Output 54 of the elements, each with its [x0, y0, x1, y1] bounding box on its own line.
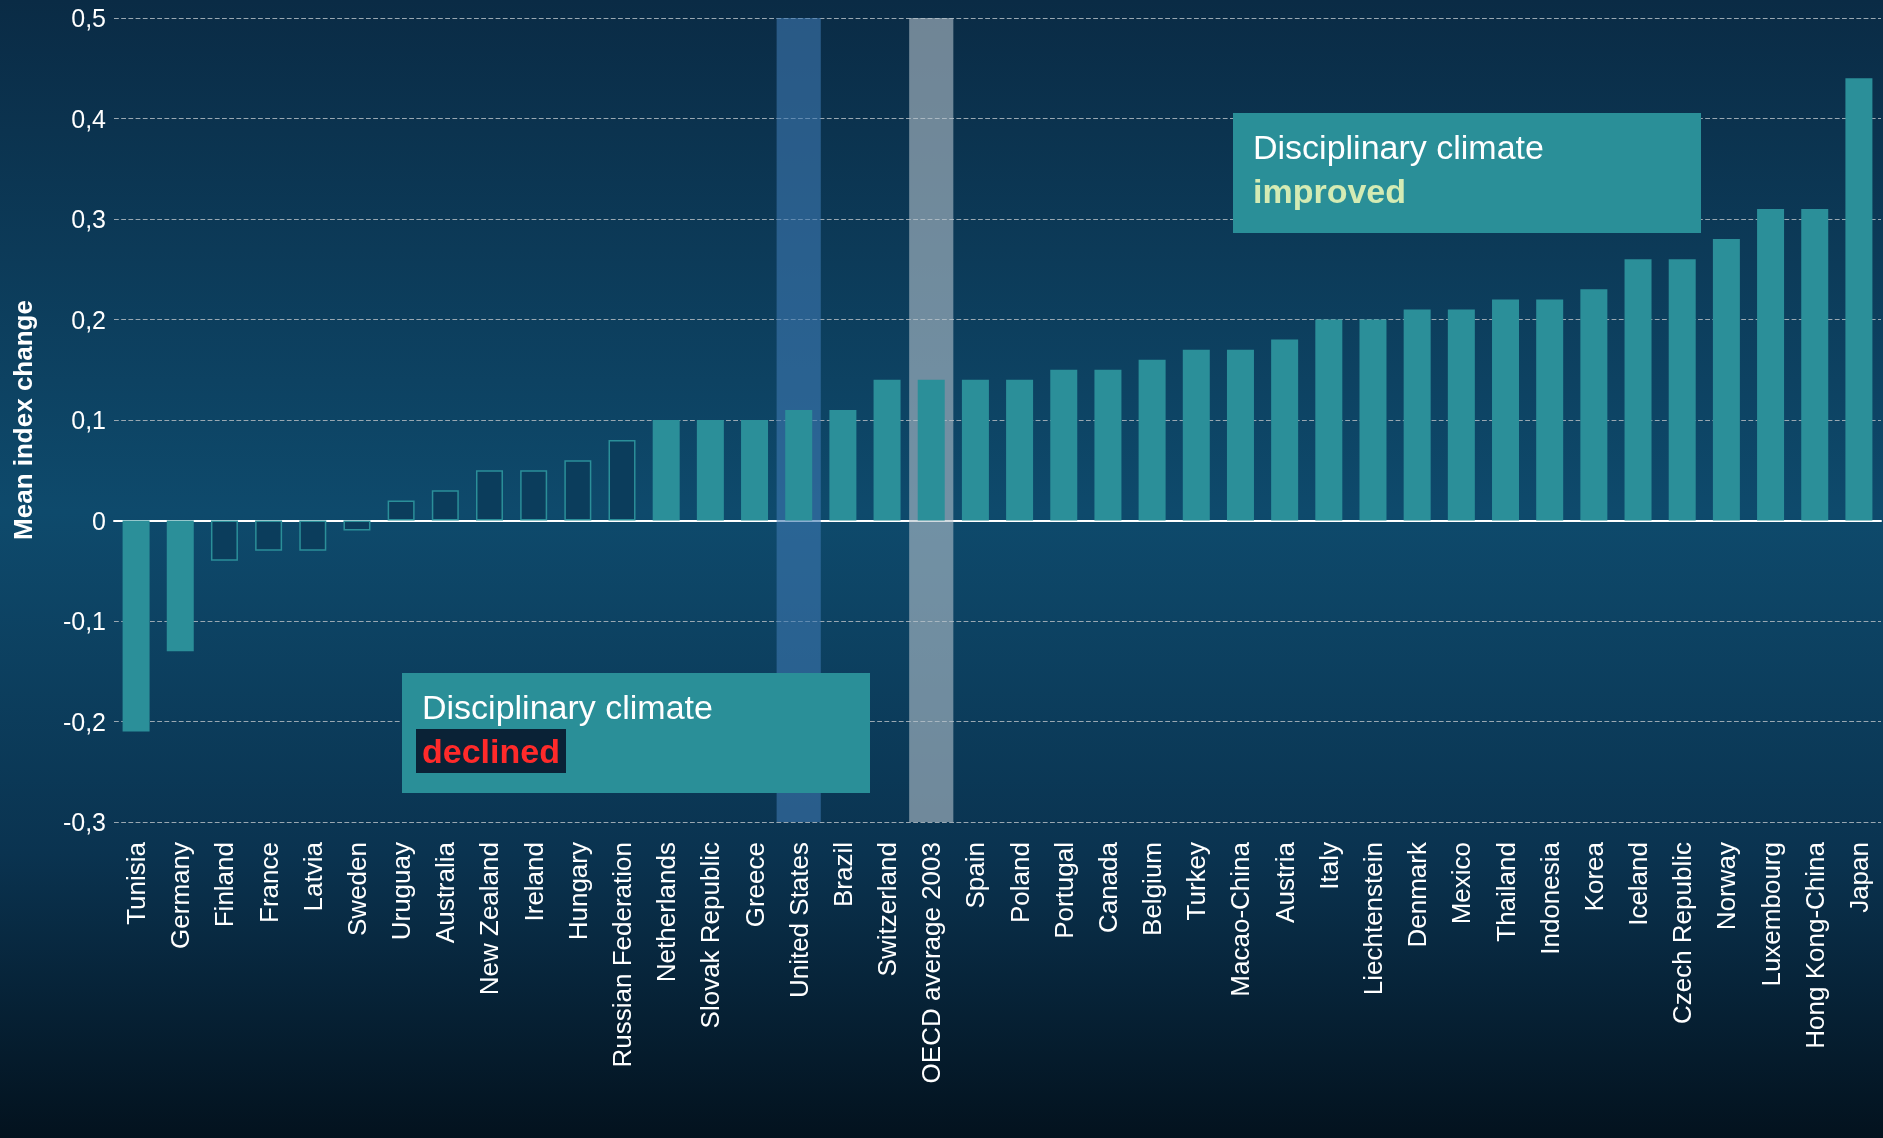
annotation: Disciplinary climate improved [1252, 127, 1545, 212]
x-tick-label: Denmark [1402, 841, 1433, 948]
y-tick-label: 0,4 [71, 104, 107, 133]
x-tick-label: Slovak Republic [695, 842, 726, 1029]
x-tick-label: Portugal [1048, 842, 1079, 939]
x-tick-label: Switzerland [872, 842, 903, 977]
x-tick-label: Austria [1269, 841, 1300, 923]
x-tick-label: Japan [1843, 842, 1874, 913]
x-tick-label: Korea [1578, 841, 1609, 912]
x-tick-label: Belgium [1137, 842, 1168, 936]
x-tick-label: Poland [1004, 842, 1035, 923]
y-tick-label: -0,3 [62, 808, 106, 836]
x-tick-label: Thailand [1490, 842, 1521, 942]
y-tick-label: 0,5 [71, 4, 106, 32]
x-tick-label: Liechtenstein [1357, 842, 1388, 996]
x-tick-label: United States [783, 842, 814, 999]
x-tick-label: Hong Kong-China [1799, 841, 1830, 1049]
x-tick-label: Greece [739, 842, 770, 928]
x-tick-label: Macao-China [1225, 841, 1256, 997]
x-tick-label: Ireland [518, 842, 549, 922]
x-tick-label: Hungary [562, 842, 593, 941]
x-tick-label: Netherlands [651, 842, 682, 983]
x-tick-label: Mexico [1446, 842, 1477, 925]
x-tick-label: Brazil [827, 842, 858, 908]
annotation: Disciplinary climate declined [421, 687, 714, 772]
x-tick-label: Australia [430, 841, 461, 944]
x-tick-label: Finland [209, 842, 240, 928]
x-tick-label: Russian Federation [607, 842, 638, 1068]
x-tick-label: Italy [1313, 842, 1344, 890]
y-tick-label: 0,1 [71, 406, 106, 434]
x-tick-label: Canada [1092, 841, 1123, 934]
y-tick-label: 0,3 [71, 205, 106, 233]
x-tick-label: Czech Republic [1667, 842, 1698, 1025]
x-tick-label: Latvia [297, 841, 328, 912]
x-tick-label: Spain [960, 842, 991, 909]
x-tick-label: Iceland [1623, 842, 1654, 926]
y-tick-label: -0,2 [62, 707, 106, 736]
x-tick-label: Luxembourg [1755, 842, 1786, 987]
x-tick-label: Sweden [341, 842, 372, 936]
x-tick-label: OECD average 2003 [916, 842, 947, 1084]
x-tick-label: New Zealand [474, 842, 505, 996]
x-tick-label: Indonesia [1534, 841, 1565, 955]
x-tick-label: Germany [165, 842, 196, 949]
y-tick-label: 0,2 [71, 305, 106, 334]
x-tick-label: Norway [1711, 842, 1742, 931]
y-axis-title: Mean index change [8, 300, 38, 540]
x-tick-label: Turkey [1181, 842, 1212, 921]
x-tick-label: France [253, 842, 284, 923]
callout-box: Disciplinary climate improved [1233, 113, 1701, 233]
x-tick-label: Uruguay [386, 842, 417, 941]
x-tick-label: Tunisia [121, 841, 152, 925]
callout-box: Disciplinary climate declined [402, 673, 870, 793]
y-tick-label: -0,1 [62, 607, 106, 635]
y-tick-label: 0 [92, 506, 106, 535]
